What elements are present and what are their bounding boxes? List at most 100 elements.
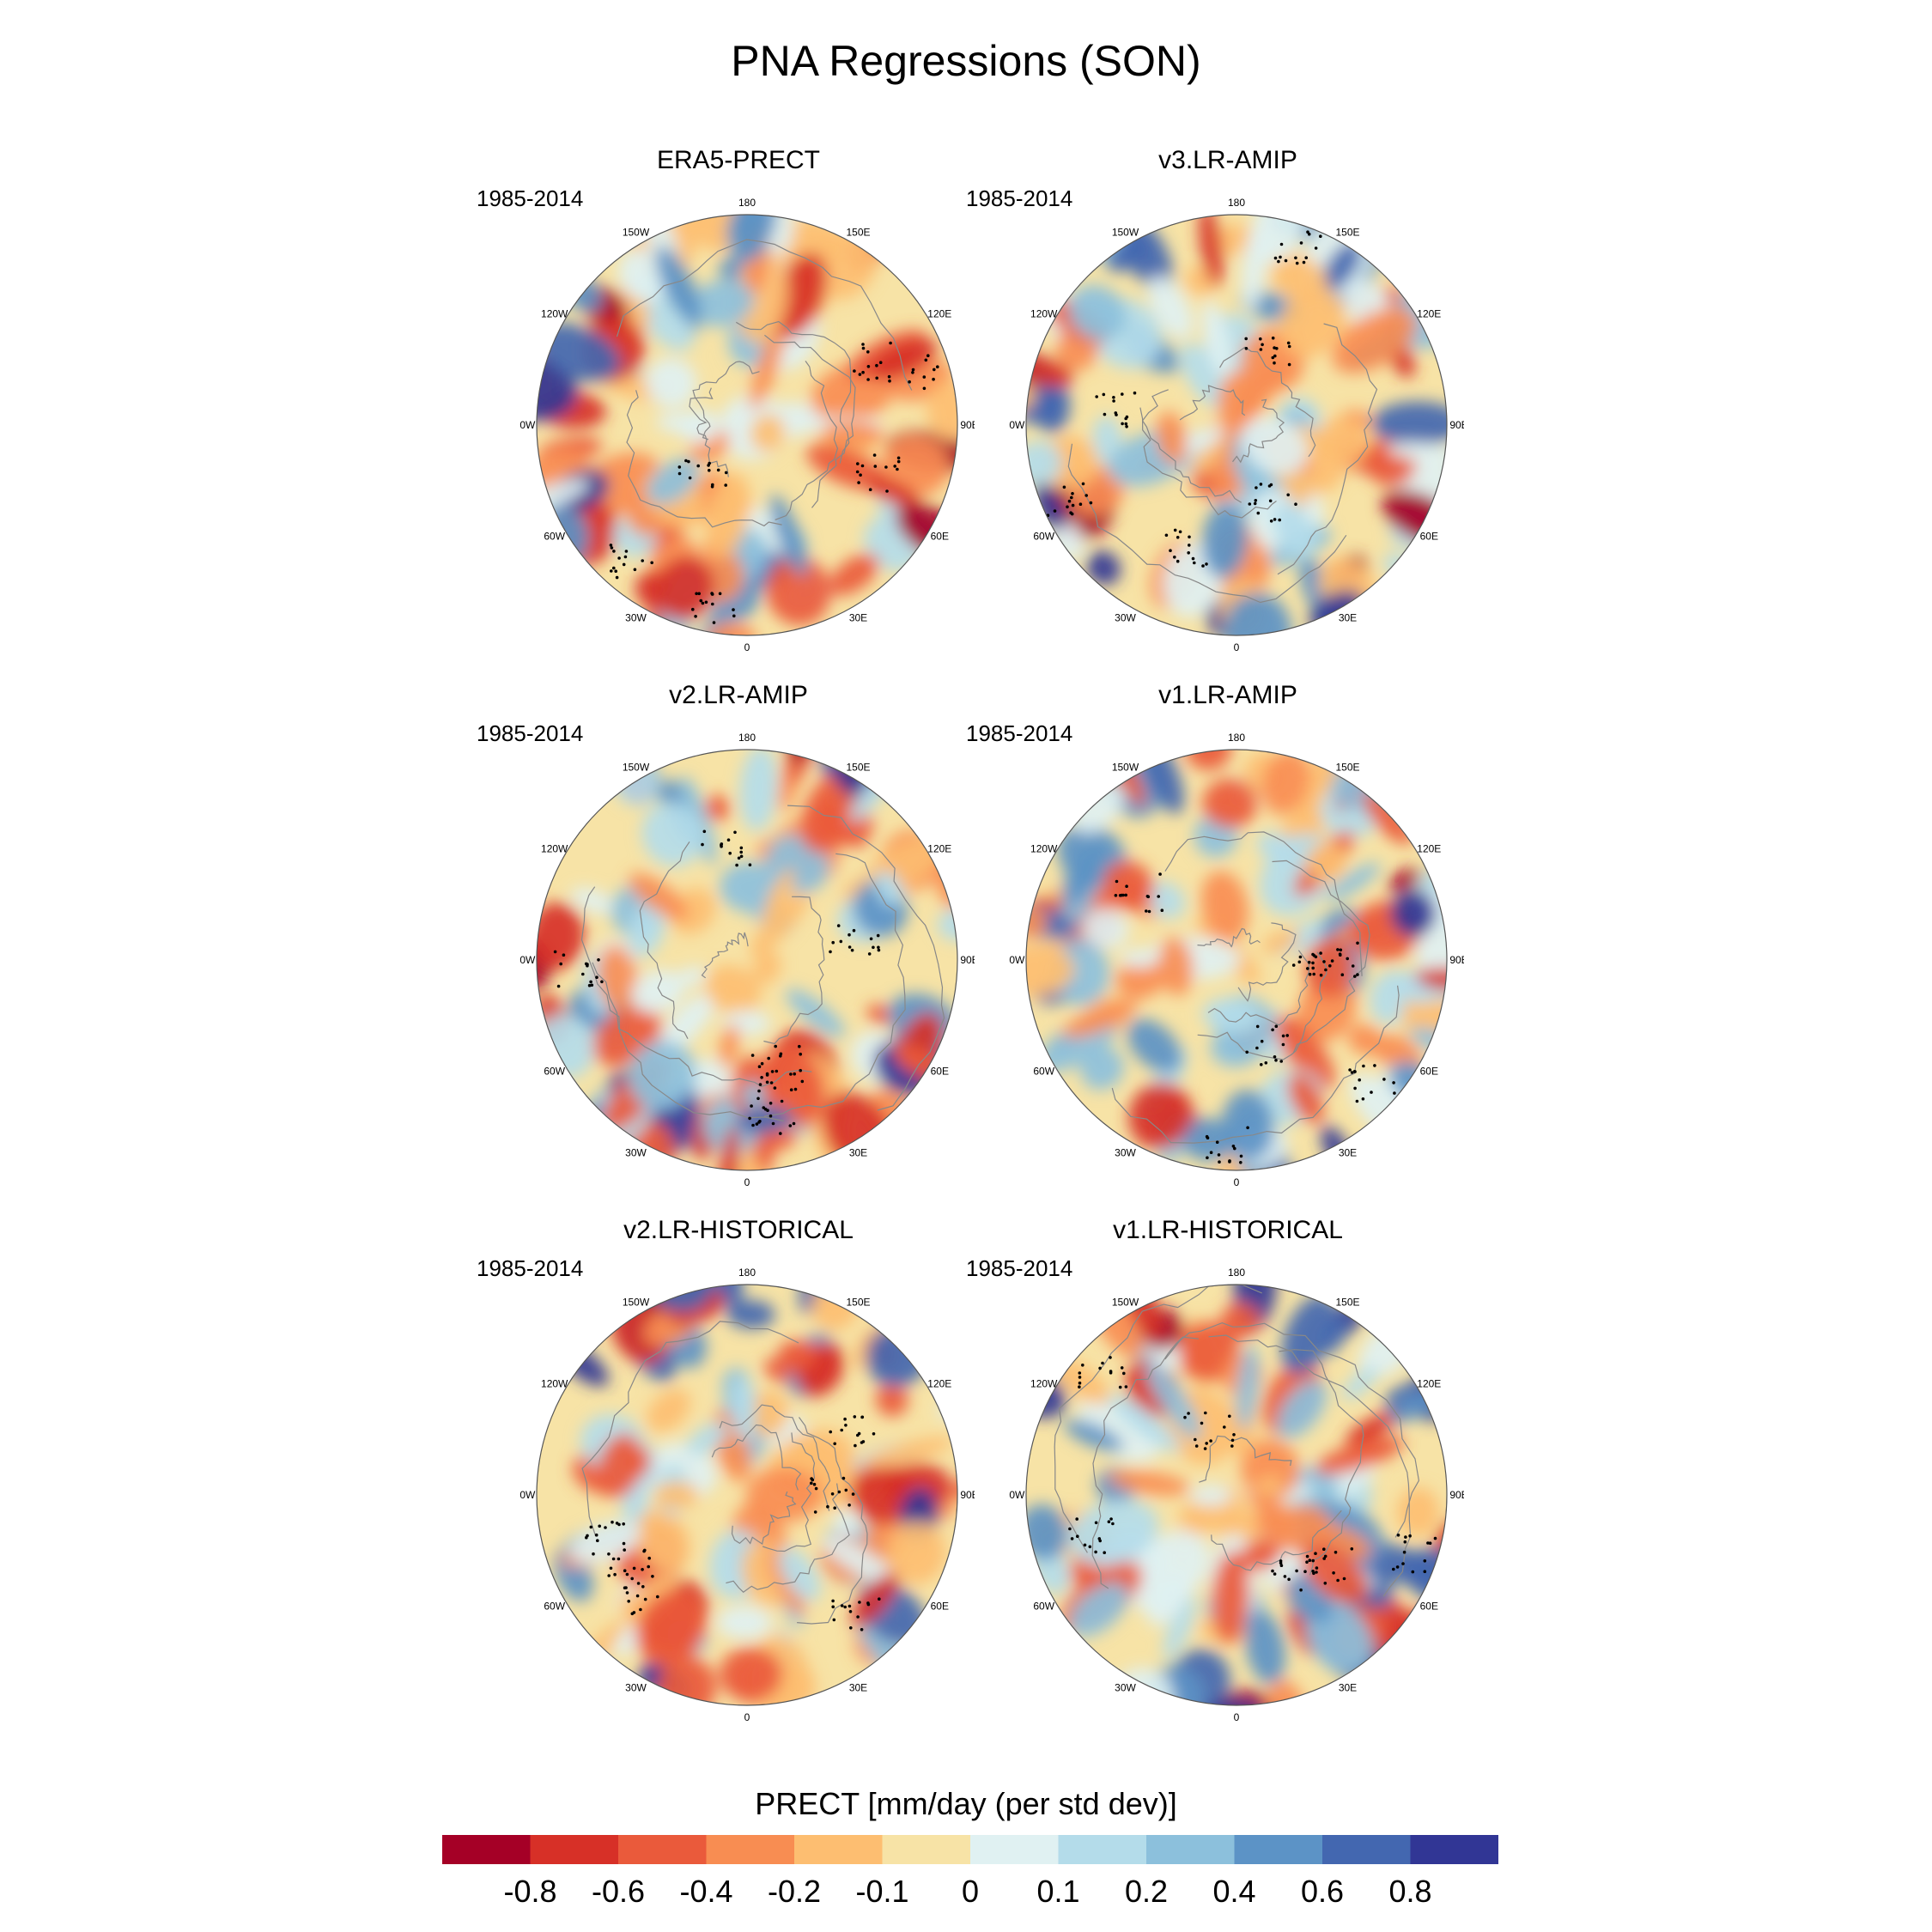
stipple-dot — [832, 1618, 836, 1622]
stipple-dot — [1124, 893, 1127, 897]
anomaly-region — [626, 1574, 676, 1626]
stipple-dot — [1114, 411, 1118, 415]
stipple-dot — [751, 1123, 755, 1127]
stipple-dot — [1271, 355, 1275, 360]
coastline — [775, 361, 839, 520]
stipple-dot — [633, 568, 637, 572]
stipple-dot — [831, 1599, 835, 1603]
stipple-dot — [739, 850, 743, 854]
stipple-dot — [760, 1061, 764, 1066]
longitude-label: 150W — [623, 762, 650, 774]
anomaly-region — [1163, 1595, 1197, 1660]
panel-title: v1.LR-HISTORICAL — [1113, 1216, 1343, 1244]
stipple-dot — [1094, 1521, 1098, 1525]
anomaly-region — [1387, 442, 1447, 466]
stipple-dot — [1392, 1567, 1395, 1571]
longitude-label: 120E — [1417, 1378, 1441, 1390]
stipple-dot — [559, 962, 562, 966]
panel-period: 1985-2014 — [477, 1255, 584, 1281]
stipple-dot — [869, 937, 873, 941]
stipple-dot — [1120, 1366, 1124, 1370]
stipple-dot — [769, 1102, 773, 1105]
colorbar-swatch — [1410, 1835, 1498, 1864]
coastline — [1218, 346, 1316, 458]
stipple-dot — [1068, 1527, 1072, 1531]
stipple-dot — [589, 980, 592, 984]
stipple-dot — [635, 1594, 640, 1598]
longitude-label: 150W — [1112, 1297, 1139, 1309]
stipple-dot — [1287, 344, 1291, 349]
stipple-dot — [625, 1572, 629, 1577]
longitude-label: 150E — [1335, 1297, 1359, 1309]
map-panel: v3.LR-AMIP 1985-2014 180 150E 120E 90E 60E 30… — [966, 146, 1468, 653]
polar-map: 180 150E 120E 90E 60E 30E 0 30W 60W 90W 120W 150W — [519, 197, 975, 653]
stipple-dot — [1286, 341, 1291, 345]
stipple-dot — [716, 468, 720, 472]
anomaly-region — [1261, 750, 1310, 815]
stipple-dot — [1356, 973, 1359, 976]
stipple-dot — [1355, 1099, 1359, 1103]
stipple-dot — [1269, 483, 1273, 487]
anomaly-region — [866, 1004, 894, 1025]
stipple-dot — [812, 1482, 817, 1486]
stipple-dot — [1338, 952, 1342, 956]
longitude-label: 180 — [738, 732, 756, 744]
stipple-dot — [1160, 908, 1164, 912]
colorbar-tick-label: 0.4 — [1212, 1874, 1256, 1909]
colorbar-tick-label: -0.6 — [591, 1874, 646, 1909]
stipple-dot — [1230, 1444, 1234, 1448]
coastlines — [616, 239, 913, 528]
stipple-dot — [1178, 530, 1182, 534]
stipple-dot — [1201, 564, 1205, 568]
stipple-dot — [843, 1605, 847, 1609]
anomaly-region — [829, 553, 879, 596]
longitude-label: 90W — [519, 1489, 536, 1501]
stipple-dot — [1261, 343, 1264, 347]
stipple-dot — [1393, 1091, 1396, 1095]
anomaly-region — [1288, 1073, 1324, 1124]
anomaly-region — [799, 1285, 831, 1314]
stipple-dot — [868, 488, 872, 491]
anomaly-region — [766, 556, 831, 626]
stipple-dot — [677, 471, 682, 476]
anomaly-region — [1068, 1499, 1159, 1566]
stipple-dot — [850, 948, 854, 952]
longitude-label: 90W — [1009, 1489, 1025, 1501]
map-panel: v1.LR-AMIP 1985-2014 180 150E 120E 90E 60E 30… — [966, 681, 1468, 1188]
stipple-dot — [896, 456, 901, 460]
stipple-dot — [1356, 941, 1359, 945]
stipple-dot — [1308, 972, 1312, 976]
significance-stippling — [1114, 872, 1396, 1164]
stipple-dot — [1206, 1136, 1210, 1139]
coastline — [1141, 389, 1242, 503]
stipple-dot — [859, 473, 862, 477]
stipple-dot — [708, 461, 711, 465]
coastline — [1139, 407, 1277, 519]
stipple-dot — [1101, 1361, 1104, 1365]
stipple-dot — [622, 1541, 626, 1546]
stipple-dot — [936, 365, 939, 368]
stipple-dot — [1103, 1551, 1106, 1554]
anomaly-region — [631, 969, 685, 1013]
longitude-label: 90E — [1449, 419, 1464, 431]
stipple-dot — [697, 592, 701, 596]
stipple-dot — [623, 1569, 627, 1572]
stipple-dot — [911, 368, 915, 372]
stipple-dot — [1109, 1517, 1113, 1521]
stipple-dot — [766, 1109, 769, 1112]
stipple-dot — [1078, 1371, 1082, 1375]
stipple-dot — [826, 1504, 829, 1509]
stipple-dot — [840, 1604, 844, 1607]
stipple-dot — [1294, 256, 1297, 260]
stipple-dot — [1392, 1081, 1395, 1084]
anomaly-region — [645, 357, 697, 409]
stipple-dot — [1157, 895, 1160, 898]
coastline — [692, 361, 760, 440]
stipple-dot — [739, 854, 744, 859]
anomaly-region — [635, 1589, 707, 1668]
stipple-dot — [735, 863, 738, 867]
stipple-dot — [1402, 1550, 1406, 1554]
anomaly-region — [1320, 1315, 1350, 1355]
anomaly-region — [937, 905, 957, 941]
anomaly-region — [881, 435, 950, 497]
